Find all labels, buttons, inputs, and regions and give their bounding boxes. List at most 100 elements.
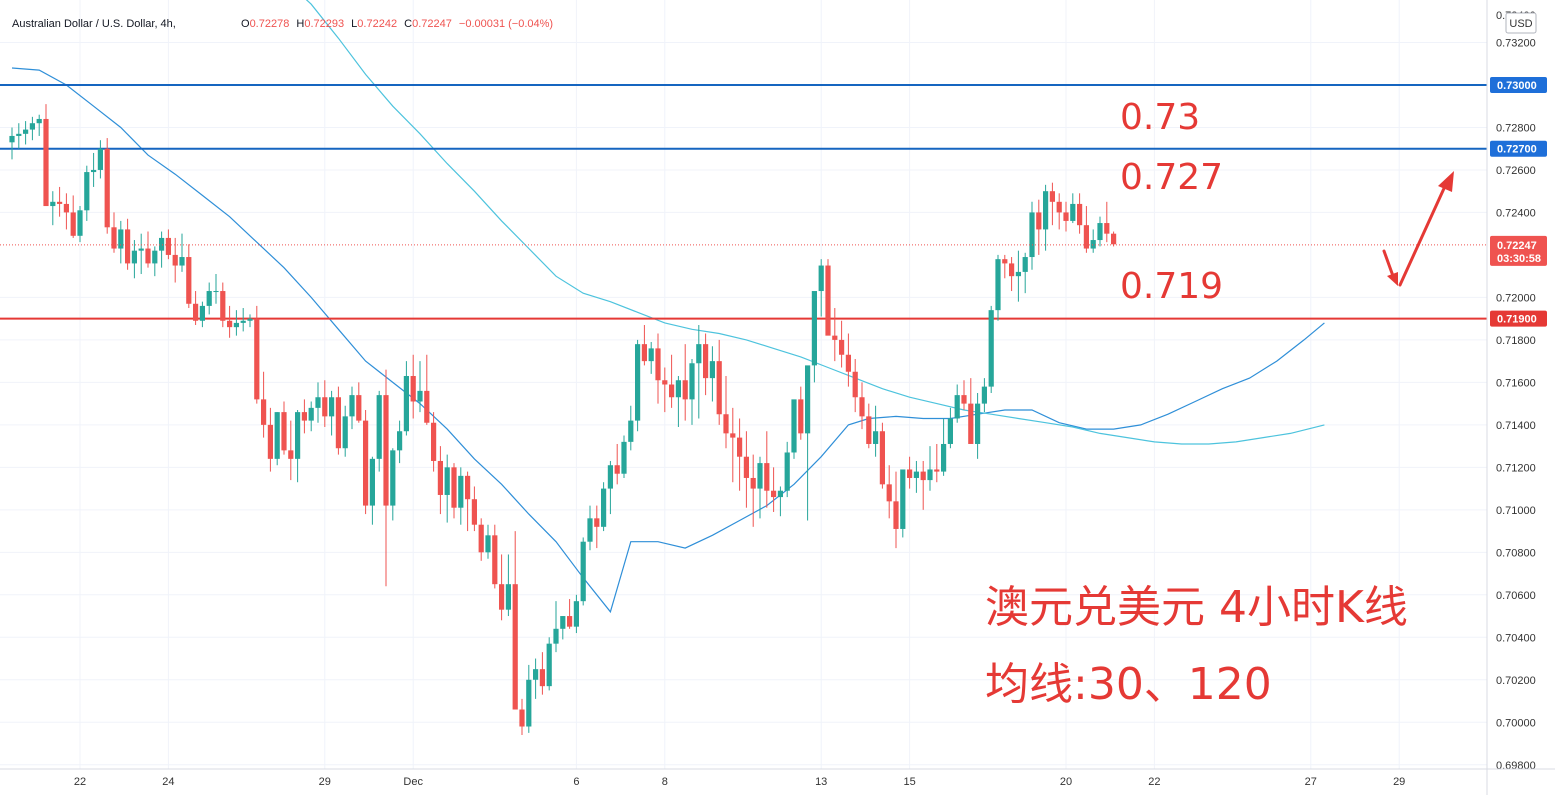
candle-body	[580, 541, 586, 602]
candle-body	[349, 395, 355, 417]
time-scale[interactable]: 22 24 29 Dec 6 8 13 15 20 22 27 29	[0, 768, 1555, 788]
candle-up	[1090, 229, 1096, 253]
x-tick-label: 15	[903, 776, 915, 788]
y-tick-label: 0.70400	[1496, 632, 1536, 644]
y-tick-label: 0.72400	[1496, 207, 1536, 219]
candle-up	[233, 310, 239, 336]
candle-body	[186, 257, 192, 304]
candle-body	[1070, 203, 1076, 221]
candle-up	[376, 390, 382, 472]
candle-down	[499, 554, 505, 621]
candle-up	[308, 401, 314, 432]
candle-down	[1077, 193, 1083, 234]
candle-body	[301, 412, 307, 421]
candle-up	[240, 308, 246, 332]
grid-layer	[0, 0, 1487, 769]
candle-up	[199, 301, 205, 328]
candle-body	[553, 628, 559, 644]
y-tick-label: 0.70200	[1496, 675, 1536, 687]
candle-body	[43, 118, 49, 207]
y-tick-labels: 0.73200 0.72800 0.72600 0.72400 0.72000 0.718…	[1496, 10, 1536, 772]
candle-body	[1083, 225, 1089, 249]
x-tick-label: 6	[573, 776, 579, 788]
candle-body	[295, 412, 301, 459]
candle-up	[444, 454, 450, 523]
candle-down	[1111, 231, 1117, 247]
candle-body	[125, 229, 131, 264]
candle-down	[43, 104, 49, 207]
candle-up	[329, 390, 335, 436]
candle-body	[519, 709, 525, 727]
candle-down	[594, 505, 600, 549]
candle-body	[431, 422, 437, 461]
candle-down	[193, 291, 199, 326]
candle-down	[335, 386, 341, 455]
up-arrow-shaft	[1398, 182, 1448, 287]
candle-body	[628, 420, 634, 442]
candle-down	[750, 454, 756, 527]
candle-body	[771, 490, 777, 498]
candle-body	[471, 499, 477, 525]
candle-body	[111, 227, 117, 249]
candle-up	[1097, 216, 1103, 247]
candle-up	[533, 658, 539, 699]
candle-body	[1043, 191, 1049, 230]
candle-up	[873, 405, 879, 457]
candle-body	[641, 344, 647, 362]
candle-up	[485, 524, 491, 559]
candle-body	[505, 584, 511, 610]
candle-body	[920, 471, 926, 481]
candle-down	[424, 354, 430, 425]
x-tick-label: Dec	[403, 776, 423, 788]
candle-body	[764, 463, 770, 491]
candle-up	[50, 191, 56, 226]
candle-body	[77, 210, 83, 236]
level-label-0719: 0.719	[1120, 266, 1223, 307]
candle-body	[1104, 223, 1110, 234]
candle-down	[437, 446, 443, 515]
current-price-badge	[1490, 235, 1547, 266]
candle-up	[818, 259, 824, 317]
candle-body	[383, 395, 389, 506]
candle-body	[220, 291, 226, 321]
candle-down	[879, 422, 885, 489]
candle-body	[947, 418, 953, 444]
candle-body	[152, 250, 158, 264]
candle-body	[281, 412, 287, 451]
y-tick-label: 0.69800	[1496, 760, 1536, 772]
candle-body	[492, 535, 498, 585]
ma30-line	[11, 67, 1325, 614]
candle-body	[138, 248, 144, 251]
candle-body	[417, 390, 423, 402]
candle-up	[900, 469, 906, 538]
candle-up	[995, 254, 1001, 321]
candle-body	[750, 477, 756, 489]
candle-up	[675, 376, 681, 427]
y-tick-label: 0.71400	[1496, 420, 1536, 432]
candle-body	[546, 643, 552, 687]
candle-down	[730, 407, 736, 483]
y-tick-label: 0.70000	[1496, 717, 1536, 729]
candle-down	[165, 229, 171, 260]
candle-down	[1049, 182, 1055, 226]
candle-body	[50, 201, 56, 207]
candle-body	[104, 148, 110, 228]
candle-down	[845, 333, 851, 387]
candle-down	[669, 354, 675, 408]
price-scale[interactable]: 0.73200 0.72800 0.72600 0.72400 0.72000 0.718…	[1486, 0, 1547, 795]
candle-up	[573, 594, 579, 634]
forecast-arrows	[1382, 171, 1454, 287]
candle-body	[913, 471, 919, 478]
candle-down	[1002, 254, 1008, 279]
candle-body	[227, 320, 233, 328]
candle-body	[84, 172, 90, 211]
candle-body	[267, 424, 273, 459]
candle-down	[322, 380, 328, 427]
candle-body	[995, 259, 1001, 311]
candle-down	[893, 471, 899, 549]
candle-up	[349, 386, 355, 430]
candle-body	[179, 257, 185, 266]
y-tick-label: 0.71800	[1496, 335, 1536, 347]
